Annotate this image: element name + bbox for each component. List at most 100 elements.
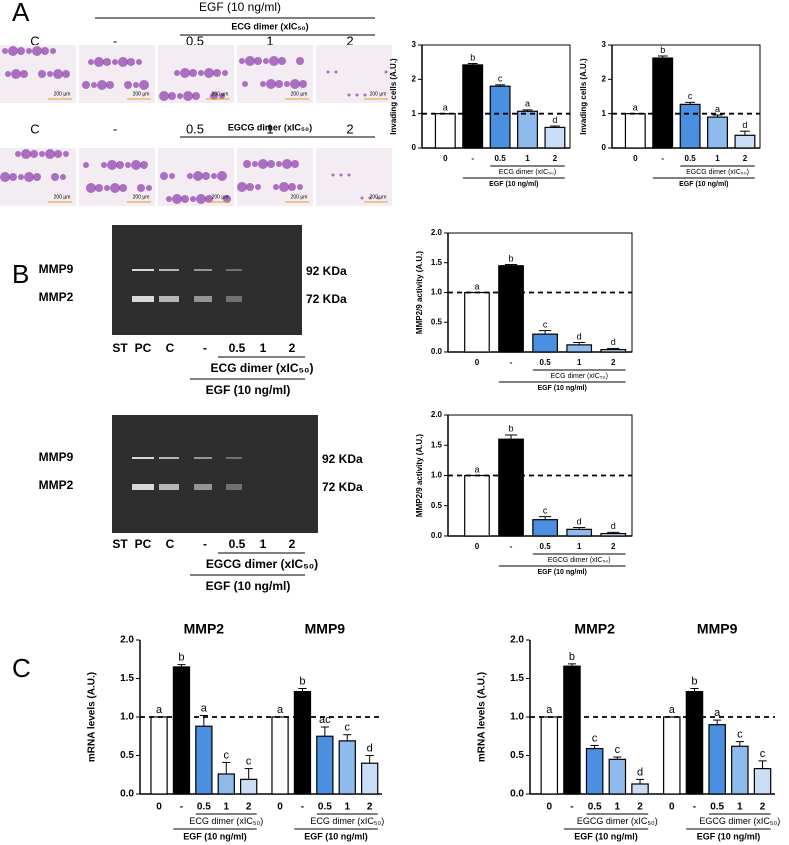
stained-cell (291, 160, 299, 168)
lane-label: 2 (346, 121, 353, 136)
y-axis-label: Invading cells (A.U.) (389, 58, 398, 135)
significance-letter: c (543, 505, 548, 515)
bar (172, 666, 191, 795)
stained-cell (112, 59, 118, 65)
stained-cell (213, 69, 221, 77)
stained-cell (168, 92, 176, 100)
y-tick-label: 2.0 (431, 228, 443, 237)
stained-cell (376, 196, 380, 200)
stained-cell (18, 174, 24, 180)
stained-cell (219, 93, 225, 99)
bar (544, 126, 566, 149)
significance-letter: d (611, 337, 616, 347)
stained-cell (275, 80, 283, 88)
x-tick-label: 0.5 (710, 802, 724, 813)
lane-label: 2 (346, 33, 353, 48)
treatment-label: EGF (10 ng/ml) (489, 181, 538, 188)
x-tick-label: - (301, 802, 304, 813)
stained-cell (166, 196, 172, 202)
stained-cell (279, 182, 289, 192)
stained-cell (62, 70, 70, 78)
bar (293, 690, 312, 795)
gel-band (226, 269, 242, 271)
stained-cell (258, 159, 268, 169)
stained-cell (51, 173, 59, 181)
treatment-label: EGF (10 ng/ml) (206, 383, 291, 397)
band-label: MMP9 (39, 450, 74, 464)
lane-label: C (166, 341, 175, 355)
y-tick-label: 1.5 (431, 258, 443, 267)
x-tick-label: 2 (367, 802, 373, 813)
x-tick-label: 0 (633, 154, 638, 163)
stained-cell (88, 59, 94, 65)
significance-letter: a (633, 102, 638, 112)
compound-label: EGCG dimer (xIC₅₀) (699, 816, 780, 826)
y-axis-label: MMP2/9 activity (A.U.) (415, 434, 424, 517)
stained-cell (172, 194, 182, 204)
x-tick-label: 2 (760, 802, 766, 813)
bar (708, 724, 726, 795)
stained-cell (278, 57, 286, 65)
x-tick-label: - (180, 802, 183, 813)
significance-letter: c (246, 755, 252, 767)
stained-cell (127, 58, 135, 66)
significance-letter: a (156, 704, 163, 716)
stained-cell (205, 195, 213, 203)
group-title: MMP9 (305, 621, 346, 637)
stained-cell (26, 48, 32, 54)
band-label: MMP2 (39, 290, 74, 304)
stained-cell (252, 161, 258, 167)
significance-letter: c (688, 91, 693, 101)
panel-label: B (12, 259, 29, 289)
lane-label: 0.5 (186, 33, 204, 48)
bar (462, 64, 484, 149)
stained-cell (0, 172, 10, 182)
x-tick-label: - (510, 358, 513, 367)
y-tick-label: 0.5 (431, 501, 443, 510)
stained-cell (101, 162, 107, 168)
stained-cell (269, 56, 279, 66)
stained-cell (282, 159, 292, 169)
stained-cell (140, 161, 148, 169)
stained-cell (326, 70, 330, 74)
bar (532, 333, 558, 353)
stained-cell (54, 150, 62, 158)
stained-cell (246, 183, 254, 191)
y-tick-label: 0.0 (120, 789, 134, 800)
stained-cell (60, 174, 66, 180)
gel-band (226, 296, 242, 302)
x-tick-label: 1 (577, 358, 582, 367)
x-tick-label: 0.5 (685, 154, 697, 163)
stained-cell (187, 173, 193, 179)
stained-cell (266, 79, 276, 89)
y-tick-label: 2 (412, 74, 417, 83)
bar (316, 735, 334, 795)
stained-cell (276, 161, 282, 167)
y-tick-label: 2.0 (431, 410, 443, 419)
gel-image (112, 225, 302, 335)
y-tick-label: 1.5 (120, 673, 134, 684)
stained-cell (21, 149, 31, 159)
significance-letter: a (201, 702, 208, 714)
significance-letter: d (552, 115, 557, 125)
band-label: MMP9 (39, 262, 74, 276)
stained-cell (299, 80, 307, 88)
gel-band (132, 296, 154, 302)
compound-label: ECG dimer (xIC₅₀) (499, 169, 556, 176)
y-tick-label: 0.0 (431, 531, 443, 540)
stained-cell (180, 68, 190, 78)
lane-label: 1 (266, 121, 273, 136)
gel-band (159, 296, 179, 302)
bar (753, 767, 772, 795)
stained-cell (177, 93, 183, 99)
significance-letter: a (715, 104, 720, 114)
stained-cell (217, 171, 227, 181)
significance-letter: b (509, 253, 514, 263)
bar (608, 758, 627, 795)
lane-label: C (30, 33, 39, 48)
stained-cell (223, 195, 231, 203)
bar (566, 344, 593, 353)
y-axis-label: mRNA levels (A.U.) (87, 672, 98, 762)
stained-cell (360, 196, 364, 200)
stained-cell (97, 80, 107, 90)
